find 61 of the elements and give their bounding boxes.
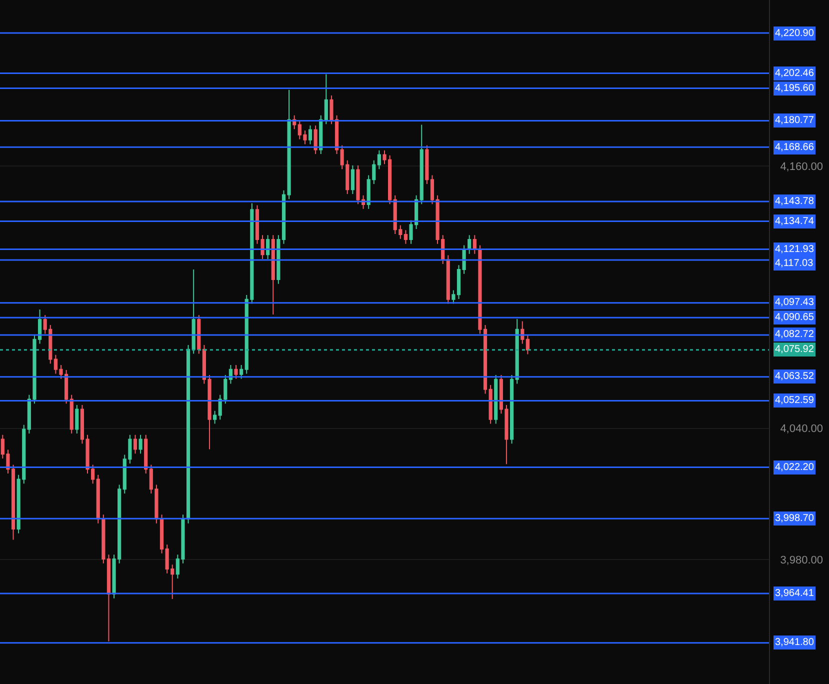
candlestick (75, 404, 79, 434)
candlestick (138, 434, 142, 454)
ref-line-label: 4,168.66 (775, 142, 814, 153)
candlestick (197, 314, 201, 354)
candlestick (404, 230, 408, 244)
ref-line-label: 4,220.90 (775, 28, 814, 39)
candlestick (308, 124, 312, 145)
candlestick (102, 514, 106, 564)
candlestick (186, 344, 190, 524)
candlestick (133, 434, 138, 454)
ref-line-label: 4,143.78 (775, 196, 814, 207)
candlestick (377, 150, 381, 170)
candlestick (276, 234, 280, 284)
candlestick (324, 74, 328, 125)
candlestick (462, 244, 466, 274)
ref-line-label: 4,202.46 (775, 68, 814, 79)
ref-line-label: 4,195.60 (775, 83, 814, 94)
ref-line-label: 4,134.74 (775, 216, 814, 227)
candlestick (494, 374, 498, 424)
candlestick (96, 474, 100, 524)
y-tick-label: 4,040.00 (780, 423, 824, 436)
ref-line-label: 4,180.77 (775, 115, 814, 126)
ref-line-label: 4,022.20 (775, 462, 814, 473)
ref-line-label: 4,082.72 (775, 329, 814, 340)
ref-line-label: 3,998.70 (775, 513, 814, 524)
candlestick (488, 384, 492, 424)
ref-line-label: 4,117.03 (775, 258, 814, 269)
candlestick (515, 318, 519, 384)
candlestick (192, 268, 196, 354)
candlestick (452, 290, 456, 304)
candlestick (160, 514, 164, 554)
candlestick (468, 234, 472, 254)
candlestick (472, 234, 476, 254)
candlestick (228, 364, 232, 384)
y-tick-label: 4,160.00 (780, 160, 824, 173)
ref-line-label: 4,063.52 (775, 371, 814, 382)
ref-line-label: 3,964.41 (775, 588, 814, 599)
candlestick (271, 234, 275, 315)
candlestick (526, 334, 530, 355)
candlestick (520, 320, 524, 344)
candlestick (456, 264, 461, 300)
candlestick (240, 364, 244, 380)
candlestick (420, 124, 424, 205)
ref-line-label: 4,121.93 (775, 244, 814, 255)
candlestick (106, 554, 111, 642)
candlestick (70, 394, 74, 434)
ref-line-label: 4,097.43 (775, 297, 814, 308)
ref-line-label: 4,052.59 (775, 395, 814, 406)
candlestick (144, 434, 148, 474)
candlestick (510, 374, 514, 444)
candlestick (425, 144, 429, 184)
y-tick-label: 3,980.00 (780, 554, 824, 566)
candlestick (234, 364, 238, 380)
candlestick (212, 410, 217, 424)
candlestick (314, 124, 318, 155)
candlestick (446, 254, 450, 304)
ref-line-label: 4,090.65 (775, 312, 814, 323)
candlestick (319, 114, 323, 155)
ref-line-label: 4,075.92 (775, 344, 814, 355)
ref-line-label: 3,941.80 (775, 637, 814, 648)
candlestick (350, 164, 354, 195)
